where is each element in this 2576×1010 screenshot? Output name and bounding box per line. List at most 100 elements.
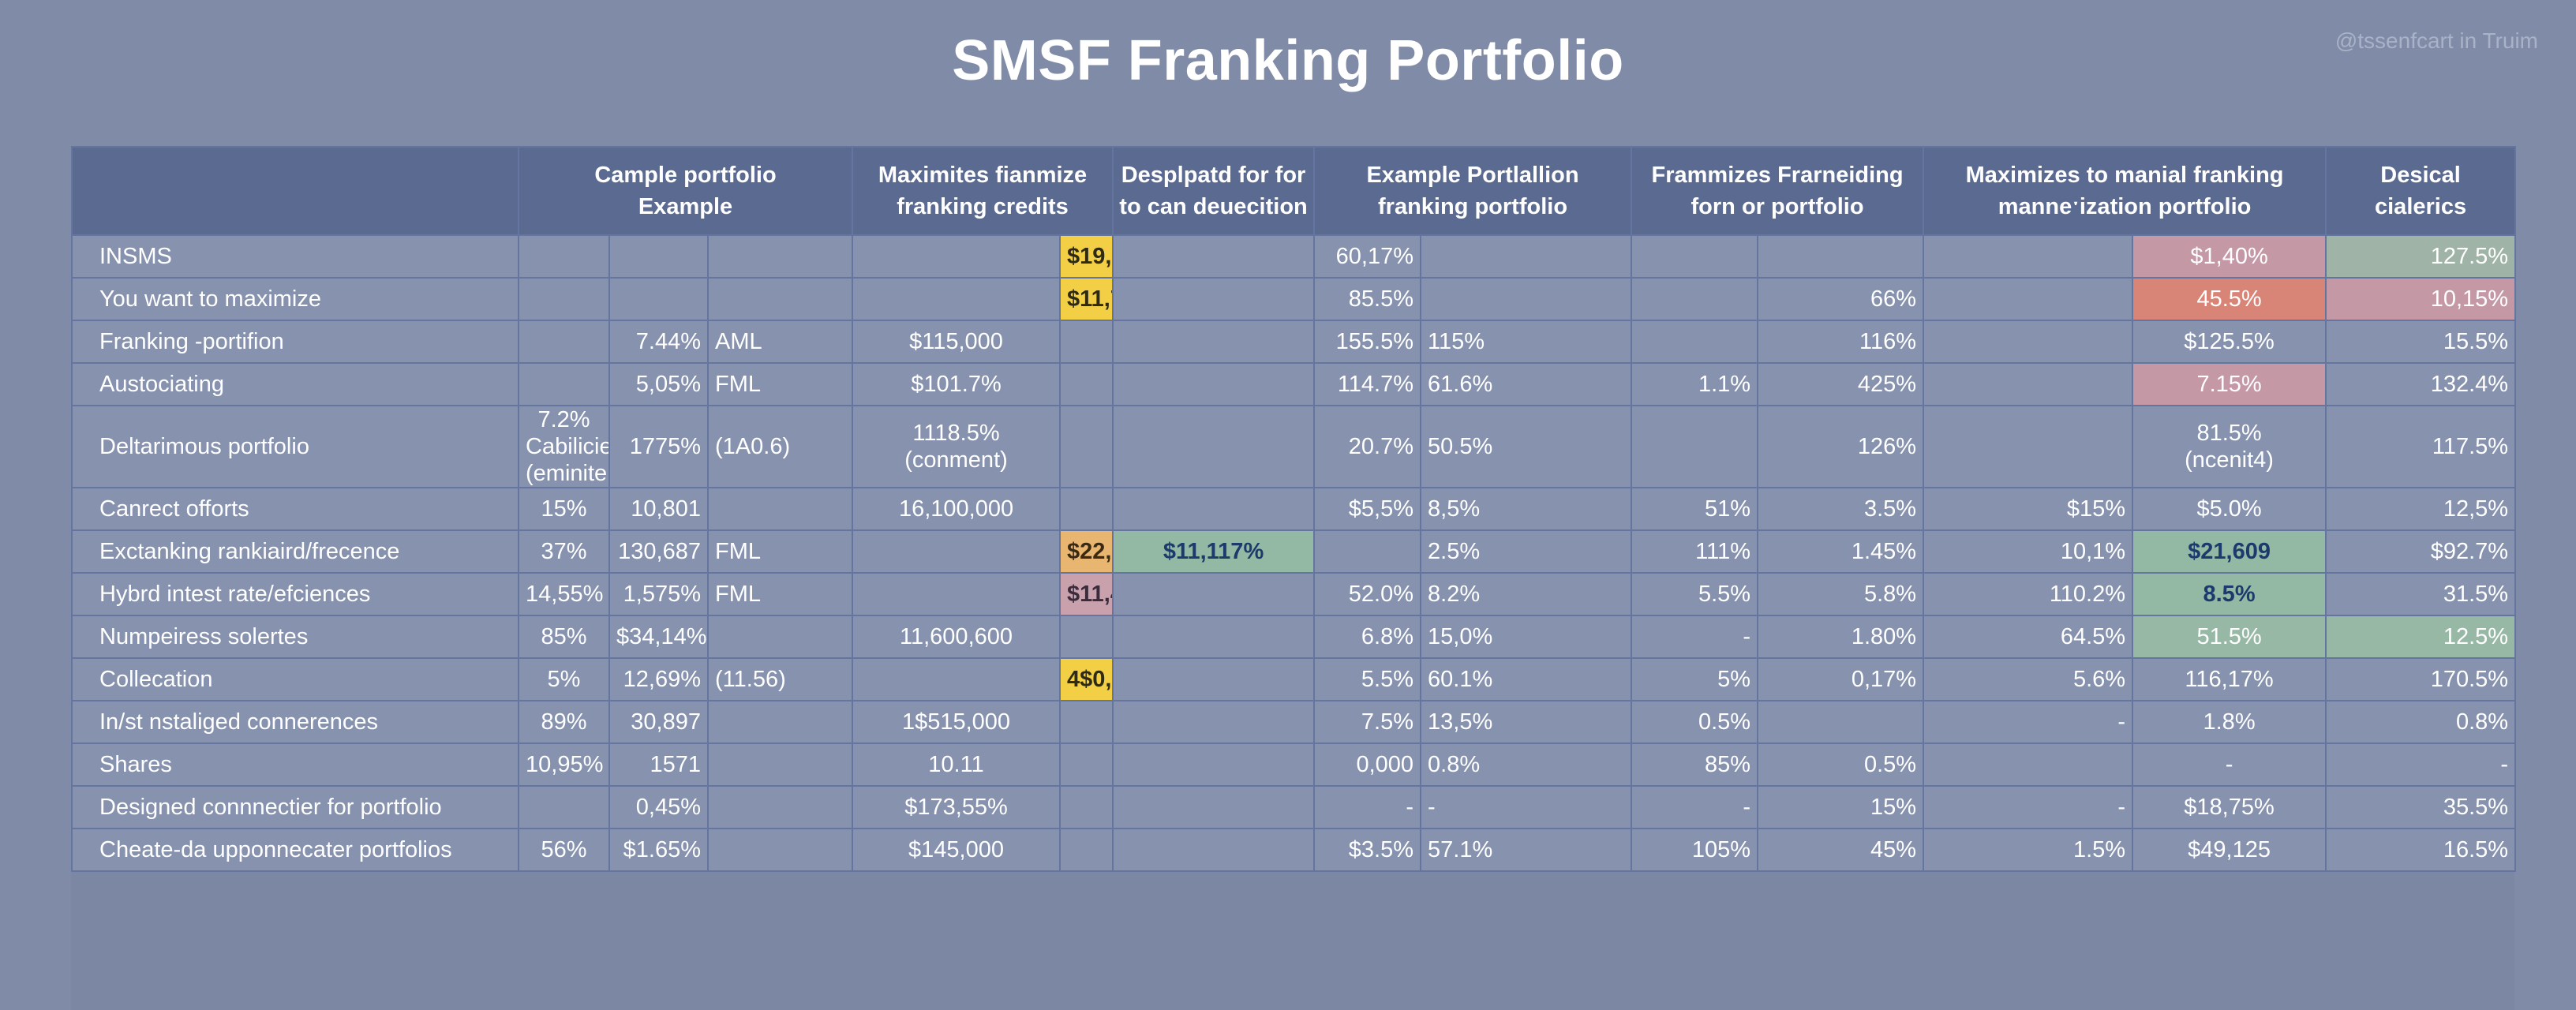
- table-cell: 12,69%: [608, 657, 709, 701]
- table-cell: [1112, 572, 1316, 616]
- table-cell: [706, 487, 854, 531]
- row-label: INSMS: [71, 234, 519, 279]
- table-cell: $145,000: [852, 828, 1061, 872]
- table-cell: [1112, 615, 1316, 659]
- table-cell: 116,17%: [2132, 657, 2327, 701]
- table-cell: 85%: [1631, 743, 1759, 787]
- column-header-maximize-credits: Maximites fianmize franking credits: [852, 146, 1114, 236]
- table-row: Canrect offorts 15% 10,801 16,100,000 $5,5% 8…: [71, 487, 2517, 531]
- table-cell: $92.7%: [2325, 529, 2517, 574]
- table-cell: 30,897: [608, 700, 709, 744]
- table-cell: $5.0%: [2132, 487, 2327, 531]
- table-cell: 5.8%: [1757, 572, 1925, 616]
- table-cell: -: [2132, 743, 2327, 787]
- table-cell: 12,5%: [2325, 487, 2517, 531]
- table-cell: $18,75%: [2132, 785, 2327, 829]
- column-header-deduction: Desplpatd for for to can deuecition: [1112, 146, 1316, 236]
- table-cell: $1.65%: [608, 828, 709, 872]
- table-cell: [706, 234, 854, 279]
- table-cell: 60.1%: [1420, 657, 1633, 701]
- table-cell: (1A0.6): [706, 405, 854, 488]
- table-cell: $22,500,117%: [1059, 529, 1114, 574]
- table-cell: 45.5%: [2132, 277, 2327, 321]
- column-header-example-portfolio: Example Portlallion franking portfolio: [1313, 146, 1633, 236]
- table-cell: $11,400,000: [1059, 572, 1114, 616]
- table-cell: [852, 572, 1061, 616]
- table-cell: 7.15%: [2132, 362, 2327, 406]
- row-label: Franking -portifion: [71, 320, 519, 364]
- table-cell: 50.5%: [1420, 405, 1633, 488]
- table-cell: [1631, 320, 1759, 364]
- table-cell: 14,55%: [518, 572, 610, 616]
- table-cell: 51.5%: [2132, 615, 2327, 659]
- table-row: Designed connnectier for portfolio 0,45% $…: [71, 785, 2517, 829]
- table-cell: AML: [706, 320, 854, 364]
- table-cell: 85%: [518, 615, 610, 659]
- row-label: Collecation: [71, 657, 519, 701]
- row-label: Deltarimous portfolio: [71, 405, 519, 488]
- table-cell: 10.11: [852, 743, 1061, 787]
- table-cell: -: [1420, 785, 1633, 829]
- table-cell: 61.6%: [1420, 362, 1633, 406]
- table-cell: 0.5%: [1631, 700, 1759, 744]
- table-cell: [1923, 234, 2134, 279]
- table-cell: -: [2325, 743, 2517, 787]
- table-cell: 81.5% (ncenit4): [2132, 405, 2327, 488]
- table-cell: FML: [706, 529, 854, 574]
- table-cell: 5%: [1631, 657, 1759, 701]
- table-cell: [1112, 487, 1316, 531]
- table-cell: 10,801: [608, 487, 709, 531]
- table-cell: 16.5%: [2325, 828, 2517, 872]
- table-cell: [518, 362, 610, 406]
- table-cell: 114.7%: [1313, 362, 1422, 406]
- table-cell: 115%: [1420, 320, 1633, 364]
- table-cell: FML: [706, 572, 854, 616]
- table-cell: 15%: [518, 487, 610, 531]
- table-cell: 1.5%: [1923, 828, 2134, 872]
- franking-table: Cample portfolio Example Maximites fianm…: [71, 146, 2517, 872]
- table-row: Franking -portifion 7.44% AML $115,000 155.5…: [71, 320, 2517, 364]
- table-row: In/st nstaliged connerences 89% 30,897 1$51…: [71, 700, 2517, 744]
- column-header-label: [71, 146, 519, 236]
- table-cell: 155.5%: [1313, 320, 1422, 364]
- table-cell: $49,125: [2132, 828, 2327, 872]
- table-cell: [1923, 320, 2134, 364]
- table-cell: 116%: [1757, 320, 1925, 364]
- table-cell: [1112, 405, 1316, 488]
- table-cell: 15%: [1757, 785, 1925, 829]
- table-cell: 111%: [1631, 529, 1759, 574]
- table-cell: 1118.5% (conment): [852, 405, 1061, 488]
- table-cell: $34,14%: [608, 615, 709, 659]
- table-cell: [706, 743, 854, 787]
- table-cell: [1059, 487, 1114, 531]
- row-label: Numpeiress solertes: [71, 615, 519, 659]
- table-cell: [1059, 828, 1114, 872]
- table-cell: $15%: [1923, 487, 2134, 531]
- table-cell: 5%: [518, 657, 610, 701]
- table-cell: $11,117%: [1112, 529, 1316, 574]
- table-cell: [1059, 362, 1114, 406]
- table-cell: 7.5%: [1313, 700, 1422, 744]
- table-cell: [518, 320, 610, 364]
- table-cell: [608, 277, 709, 321]
- table-cell: 3.5%: [1757, 487, 1925, 531]
- table-cell: [1631, 234, 1759, 279]
- table-row: Hybrd intest rate/efciences 14,55% 1,575% F…: [71, 572, 2517, 616]
- table-cell: [518, 277, 610, 321]
- table-cell: 57.1%: [1420, 828, 1633, 872]
- header-row: Cample portfolio Example Maximites fianm…: [71, 146, 2517, 236]
- table-cell: 37%: [518, 529, 610, 574]
- table-row: Numpeiress solertes 85% $34,14% 11,600,600 6…: [71, 615, 2517, 659]
- table-cell: 0,000: [1313, 743, 1422, 787]
- table-cell: (11.56): [706, 657, 854, 701]
- table-cell: 45%: [1757, 828, 1925, 872]
- table-cell: [1923, 277, 2134, 321]
- table-cell: 52.0%: [1313, 572, 1422, 616]
- table-cell: 60,17%: [1313, 234, 1422, 279]
- table-cell: [1059, 743, 1114, 787]
- table-cell: [608, 234, 709, 279]
- row-label: Austociating: [71, 362, 519, 406]
- table-cell: 1.1%: [1631, 362, 1759, 406]
- table-cell: 85.5%: [1313, 277, 1422, 321]
- table-cell: 5.5%: [1631, 572, 1759, 616]
